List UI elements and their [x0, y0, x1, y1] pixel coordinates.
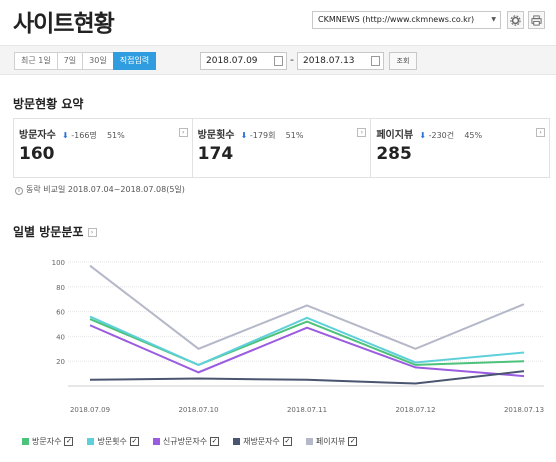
y-tick-label: 60 — [56, 309, 65, 317]
summary-delta: -179회 — [249, 131, 276, 140]
y-tick-label: 20 — [56, 358, 65, 366]
daily-title: 일별 방문분포 › — [13, 223, 97, 240]
legend-label: 페이지뷰 — [315, 437, 346, 446]
x-tick-label: 2018.07.11 — [287, 406, 327, 414]
date-toolbar: 최근 1일 7일 30일 직접입력 2018.07.09 - 2018.07.13 조… — [0, 45, 556, 75]
x-tick-label: 2018.07.12 — [395, 406, 435, 414]
range-button[interactable]: 직접입력 — [112, 52, 157, 70]
series-line-1 — [89, 315, 525, 367]
legend-item[interactable]: 방문자수 ✓ — [22, 436, 74, 447]
legend-swatch — [152, 438, 160, 445]
legend-item[interactable]: 재방문자수 ✓ — [233, 436, 292, 447]
legend-swatch — [22, 438, 29, 445]
print-button[interactable] — [528, 11, 545, 29]
summary-percent: 51% — [285, 131, 304, 140]
daily-title-text: 일별 방문분포 — [13, 225, 84, 239]
summary-value: 285 — [376, 144, 412, 164]
date-from-value: 2018.07.09 — [206, 56, 258, 66]
legend-swatch — [87, 438, 95, 445]
chevron-right-icon[interactable]: › — [178, 128, 188, 137]
summary-card-pageviews: 페이지뷰 ⬇ -230건 45% 285 › — [371, 119, 549, 177]
series-line-3 — [89, 370, 525, 385]
legend-label: 방문자수 — [32, 437, 62, 446]
legend-label: 방문횟수 — [97, 437, 127, 446]
summary-title: 방문현황 요약 — [13, 97, 84, 111]
x-tick-label: 2018.07.13 — [504, 406, 544, 414]
legend-checkbox[interactable]: ✓ — [348, 437, 358, 446]
chevron-right-icon[interactable]: › — [357, 128, 367, 137]
date-to-value: 2018.07.13 — [303, 56, 355, 66]
compare-note-text: 동락 비교일 2018.07.04~2018.07.08(5일) — [26, 185, 185, 194]
summary-delta: -166명 — [71, 131, 97, 140]
x-tick-label: 2018.07.09 — [70, 406, 110, 414]
chevron-right-icon[interactable]: › — [87, 228, 97, 237]
date-separator: - — [290, 53, 294, 66]
date-from-input[interactable]: 2018.07.09 — [200, 52, 287, 70]
settings-button[interactable] — [507, 11, 524, 29]
calendar-icon[interactable] — [371, 56, 380, 66]
daily-visits-chart: 20 40 60 80 100 2018.07.09 2018.07.10 2018.07.1… — [52, 259, 544, 414]
summary-delta: -230건 — [428, 131, 455, 140]
legend-checkbox[interactable]: ✓ — [129, 437, 139, 446]
series-line-4 — [89, 264, 525, 350]
legend-swatch — [233, 438, 241, 445]
site-select[interactable]: CKMNEWS (http://www.ckmnews.co.kr) ▼ — [312, 11, 501, 29]
summary-card-visits: 방문횟수 ⬇ -179회 51% 174 › — [193, 119, 372, 177]
y-tick-label: 40 — [56, 333, 65, 341]
chevron-right-icon[interactable]: › — [536, 128, 546, 137]
summary-value: 160 — [19, 144, 55, 164]
summary-box: 방문자수 ⬇ -166명 51% 160 › 방문횟수 ⬇ -179회 51% … — [13, 118, 550, 178]
summary-label: 방문횟수 — [197, 130, 235, 141]
legend-swatch — [305, 438, 313, 445]
legend-item[interactable]: 신규방문자수 ✓ — [152, 436, 220, 447]
gear-icon — [510, 14, 521, 26]
summary-label: 방문자수 — [19, 130, 56, 141]
x-tick-label: 2018.07.10 — [178, 406, 218, 414]
range-button[interactable]: 30일 — [82, 52, 114, 70]
legend-item[interactable]: 페이지뷰 ✓ — [305, 436, 358, 447]
chart-legend: 방문자수 ✓ 방문횟수 ✓ 신규방문자수 ✓ 재방문자수 ✓ 페이지뷰 ✓ — [22, 436, 371, 447]
summary-label: 페이지뷰 — [376, 130, 414, 141]
chevron-down-icon: ▼ — [491, 16, 496, 23]
legend-label: 신규방문자수 — [162, 437, 208, 446]
range-button[interactable]: 7일 — [56, 52, 84, 70]
legend-checkbox[interactable]: ✓ — [282, 437, 292, 446]
summary-percent: 45% — [464, 131, 483, 140]
calendar-icon[interactable] — [274, 56, 283, 66]
range-buttons: 최근 1일 7일 30일 직접입력 — [14, 52, 157, 70]
y-tick-label: 80 — [56, 284, 65, 292]
compare-note: i 동락 비교일 2018.07.04~2018.07.08(5일) — [15, 184, 185, 195]
series-line-2 — [89, 324, 525, 378]
page-title: 사이트현황 — [13, 11, 115, 37]
summary-percent: 51% — [106, 131, 125, 140]
legend-label: 재방문자수 — [243, 437, 280, 446]
arrow-down-icon: ⬇ — [419, 131, 427, 140]
summary-card-visitors: 방문자수 ⬇ -166명 51% 160 › — [14, 119, 193, 177]
search-button[interactable]: 조회 — [389, 52, 417, 70]
info-icon: i — [15, 187, 23, 195]
y-tick-label: 100 — [52, 259, 65, 267]
legend-item[interactable]: 방문횟수 ✓ — [87, 436, 139, 447]
arrow-down-icon: ⬇ — [62, 131, 69, 140]
legend-checkbox[interactable]: ✓ — [64, 437, 74, 446]
summary-value: 174 — [197, 144, 234, 164]
site-select-value: CKMNEWS (http://www.ckmnews.co.kr) — [318, 15, 475, 24]
printer-icon — [531, 14, 542, 26]
legend-checkbox[interactable]: ✓ — [210, 437, 220, 446]
arrow-down-icon: ⬇ — [240, 131, 248, 140]
range-button[interactable]: 최근 1일 — [14, 52, 58, 70]
date-to-input[interactable]: 2018.07.13 — [297, 52, 384, 70]
